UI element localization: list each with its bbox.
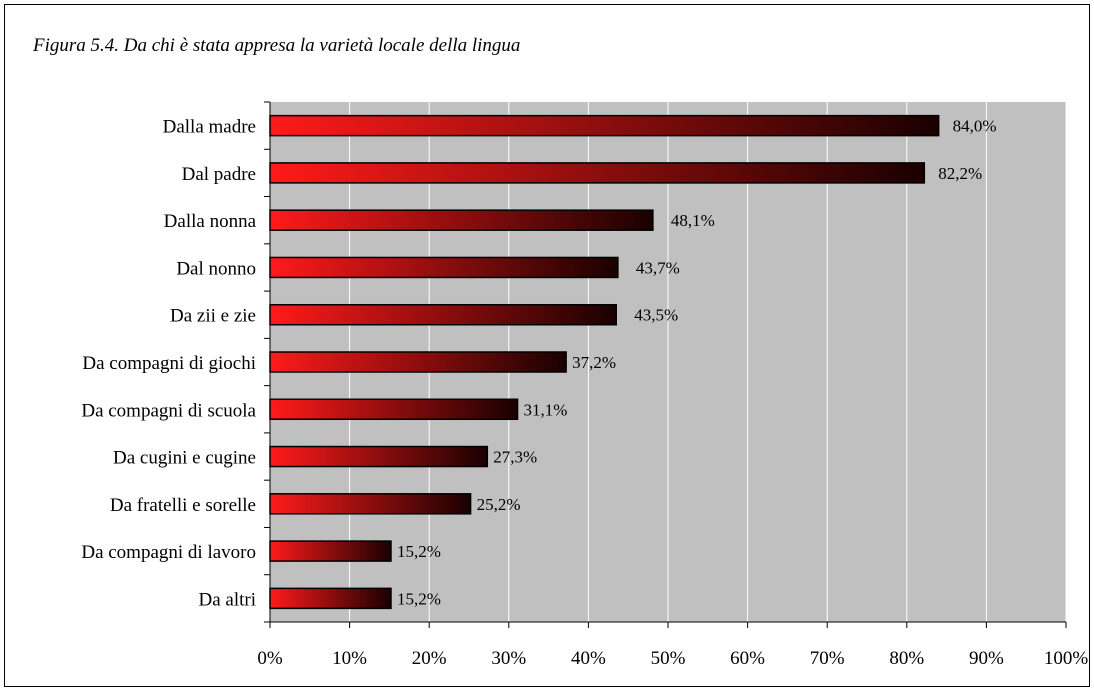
x-tick-label: 0% xyxy=(257,648,283,669)
value-label: 82,2% xyxy=(938,164,982,183)
category-label: Da cugini e cugine xyxy=(113,448,256,469)
x-tick-label: 70% xyxy=(810,648,845,669)
value-label: 43,7% xyxy=(636,258,680,277)
value-label: 31,1% xyxy=(524,400,568,419)
category-label: Dalla madre xyxy=(163,117,256,138)
bar xyxy=(269,445,489,468)
category-label: Da zii e zie xyxy=(170,306,256,327)
value-label: 48,1% xyxy=(671,211,715,230)
bars xyxy=(269,114,940,610)
category-label: Dalla nonna xyxy=(164,211,257,232)
labels: 0% 10% 20% 30% 40% 50% 60% 70% 80% 90% 100% Dalla m… xyxy=(81,117,1088,669)
value-label: 25,2% xyxy=(477,495,521,514)
bar xyxy=(269,209,654,231)
bar xyxy=(269,256,619,279)
chart-title: Figura 5.4. Da chi è stata appresa la va… xyxy=(33,35,521,56)
value-label: 15,2% xyxy=(397,542,441,561)
category-label: Da compagni di giochi xyxy=(82,353,256,374)
gridlines xyxy=(349,102,1067,622)
category-label: Da compagni di scuola xyxy=(81,400,256,421)
x-tick-label: 30% xyxy=(491,648,526,669)
bar xyxy=(269,351,567,373)
x-tick-label: 60% xyxy=(730,648,765,669)
bar xyxy=(269,162,926,184)
value-label: 43,5% xyxy=(634,306,678,325)
bar xyxy=(269,493,472,515)
value-label: 15,2% xyxy=(397,589,441,608)
bar xyxy=(269,540,392,562)
x-tick-label: 50% xyxy=(651,648,686,669)
x-tick-label: 40% xyxy=(571,648,606,669)
bar xyxy=(269,398,519,421)
bar xyxy=(269,114,940,137)
value-label: 27,3% xyxy=(493,448,537,467)
category-label: Dal nonno xyxy=(176,258,256,279)
category-label: Dal padre xyxy=(182,164,256,185)
x-tick-label: 10% xyxy=(332,648,367,669)
category-label: Da altri xyxy=(198,589,256,610)
bar xyxy=(269,303,618,326)
x-tick-label: 20% xyxy=(412,648,447,669)
category-label: Da compagni di lavoro xyxy=(81,542,256,563)
bar xyxy=(269,587,392,610)
x-tick-label: 90% xyxy=(969,648,1004,669)
x-tick-label: 80% xyxy=(889,648,924,669)
value-label: 84,0% xyxy=(953,117,997,136)
category-label: Da fratelli e sorelle xyxy=(110,495,256,516)
x-tick-label: 100% xyxy=(1044,648,1089,669)
axes xyxy=(264,101,1067,628)
value-label: 37,2% xyxy=(572,353,616,372)
